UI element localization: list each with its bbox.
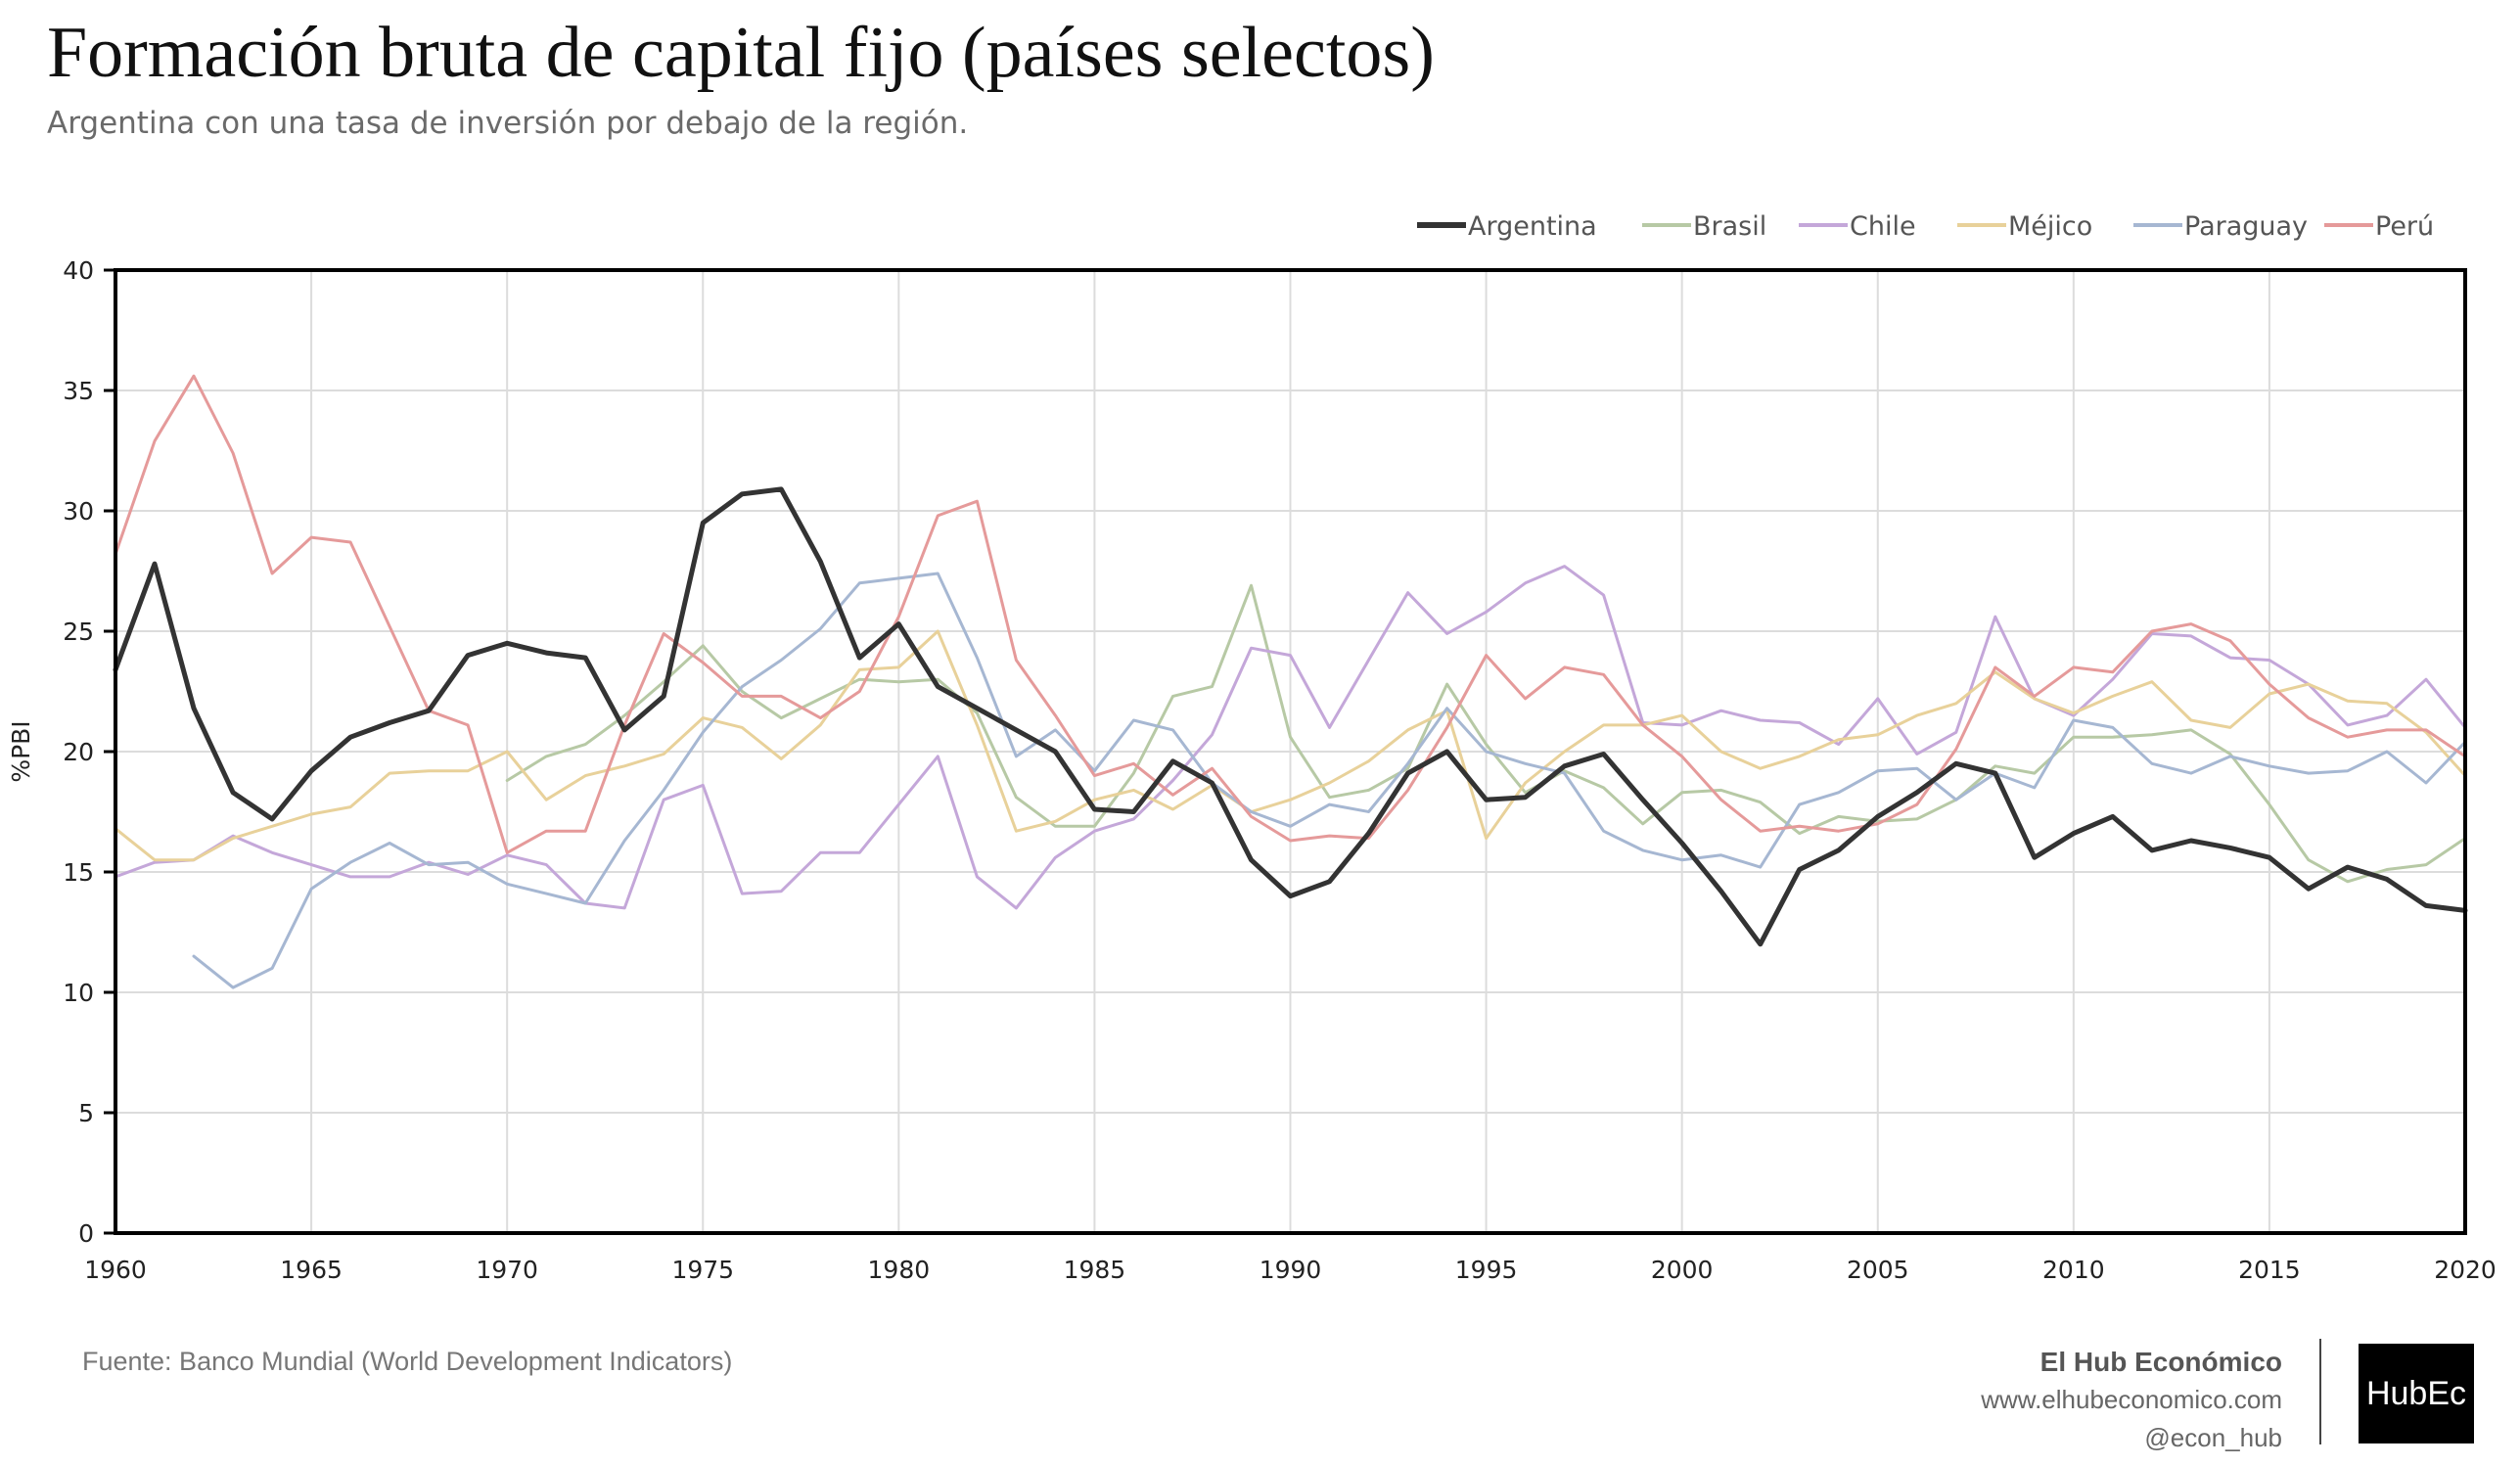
x-tick-label: 2000 — [1651, 1256, 1714, 1284]
legend-item-méjico[interactable]: Méjico — [1957, 211, 2092, 242]
brand-divider — [2319, 1339, 2321, 1444]
brand-website[interactable]: www.elhubeconomico.com — [1981, 1385, 2282, 1414]
series-line-paraguay — [192, 572, 2467, 989]
legend-item-brasil[interactable]: Brasil — [1642, 211, 1766, 242]
x-tick-label: 1980 — [868, 1256, 931, 1284]
y-axis-ticks: 0 5 10 15 20 25 30 35 40 — [63, 256, 115, 1248]
legend-item-perú[interactable]: Perú — [2324, 211, 2434, 242]
y-tick-label: 15 — [63, 858, 94, 887]
grid-lines — [115, 269, 2466, 1234]
brand-logo: HubEc — [2359, 1344, 2474, 1443]
series-line-méjico — [114, 629, 2467, 862]
series-line-chile — [114, 565, 2467, 910]
page-title: Formación bruta de capital fijo (países … — [47, 13, 1435, 93]
x-tick-label: 1985 — [1064, 1256, 1126, 1284]
y-axis-label: %PBI — [7, 720, 35, 782]
y-tick-label: 0 — [78, 1219, 94, 1248]
legend-label: Perú — [2375, 211, 2434, 242]
series-lines — [113, 374, 2468, 989]
legend-label: Chile — [1850, 211, 1916, 242]
x-tick-label: 1970 — [476, 1256, 538, 1284]
legend-label: Paraguay — [2184, 211, 2308, 242]
source-note: Fuente: Banco Mundial (World Development… — [82, 1347, 733, 1376]
legend-item-chile[interactable]: Chile — [1799, 211, 1916, 242]
y-tick-label: 25 — [63, 618, 94, 646]
legend-label: Méjico — [2008, 211, 2092, 242]
x-tick-label: 1990 — [1260, 1256, 1322, 1284]
x-tick-label: 2010 — [2042, 1256, 2105, 1284]
x-tick-label: 1995 — [1455, 1256, 1518, 1284]
y-tick-label: 35 — [63, 377, 94, 405]
brand-name: El Hub Económico — [2039, 1347, 2282, 1377]
legend-label: Argentina — [1468, 211, 1597, 242]
x-tick-label: 1960 — [84, 1256, 147, 1284]
series-line-perú — [114, 374, 2467, 854]
brand-info: El Hub Económico www.elhubeconomico.com … — [1981, 1343, 2282, 1457]
x-tick-label: 2020 — [2434, 1256, 2497, 1284]
x-tick-label: 1965 — [280, 1256, 343, 1284]
y-tick-label: 5 — [78, 1099, 94, 1127]
x-tick-label: 1975 — [671, 1256, 734, 1284]
legend-item-argentina[interactable]: Argentina — [1417, 211, 1597, 242]
y-tick-label: 30 — [63, 497, 94, 526]
legend-label: Brasil — [1693, 211, 1766, 242]
x-axis-ticks: 1960 1965 1970 1975 1980 1985 1990 1995 2000 2005… — [84, 1256, 2497, 1284]
brand-handle[interactable]: @econ_hub — [2144, 1423, 2282, 1452]
y-tick-label: 20 — [63, 738, 94, 766]
y-tick-label: 40 — [63, 256, 94, 285]
y-tick-label: 10 — [63, 979, 94, 1007]
series-line-brasil — [505, 583, 2467, 884]
page-subtitle: Argentina con una tasa de inversión por … — [47, 106, 969, 141]
x-tick-label: 2015 — [2238, 1256, 2301, 1284]
series-line-argentina — [113, 486, 2468, 947]
legend-item-paraguay[interactable]: Paraguay — [2133, 211, 2308, 242]
x-tick-label: 2005 — [1847, 1256, 1909, 1284]
legend[interactable]: Argentina Brasil Chile Méjico Paraguay Perú — [1417, 211, 2434, 242]
